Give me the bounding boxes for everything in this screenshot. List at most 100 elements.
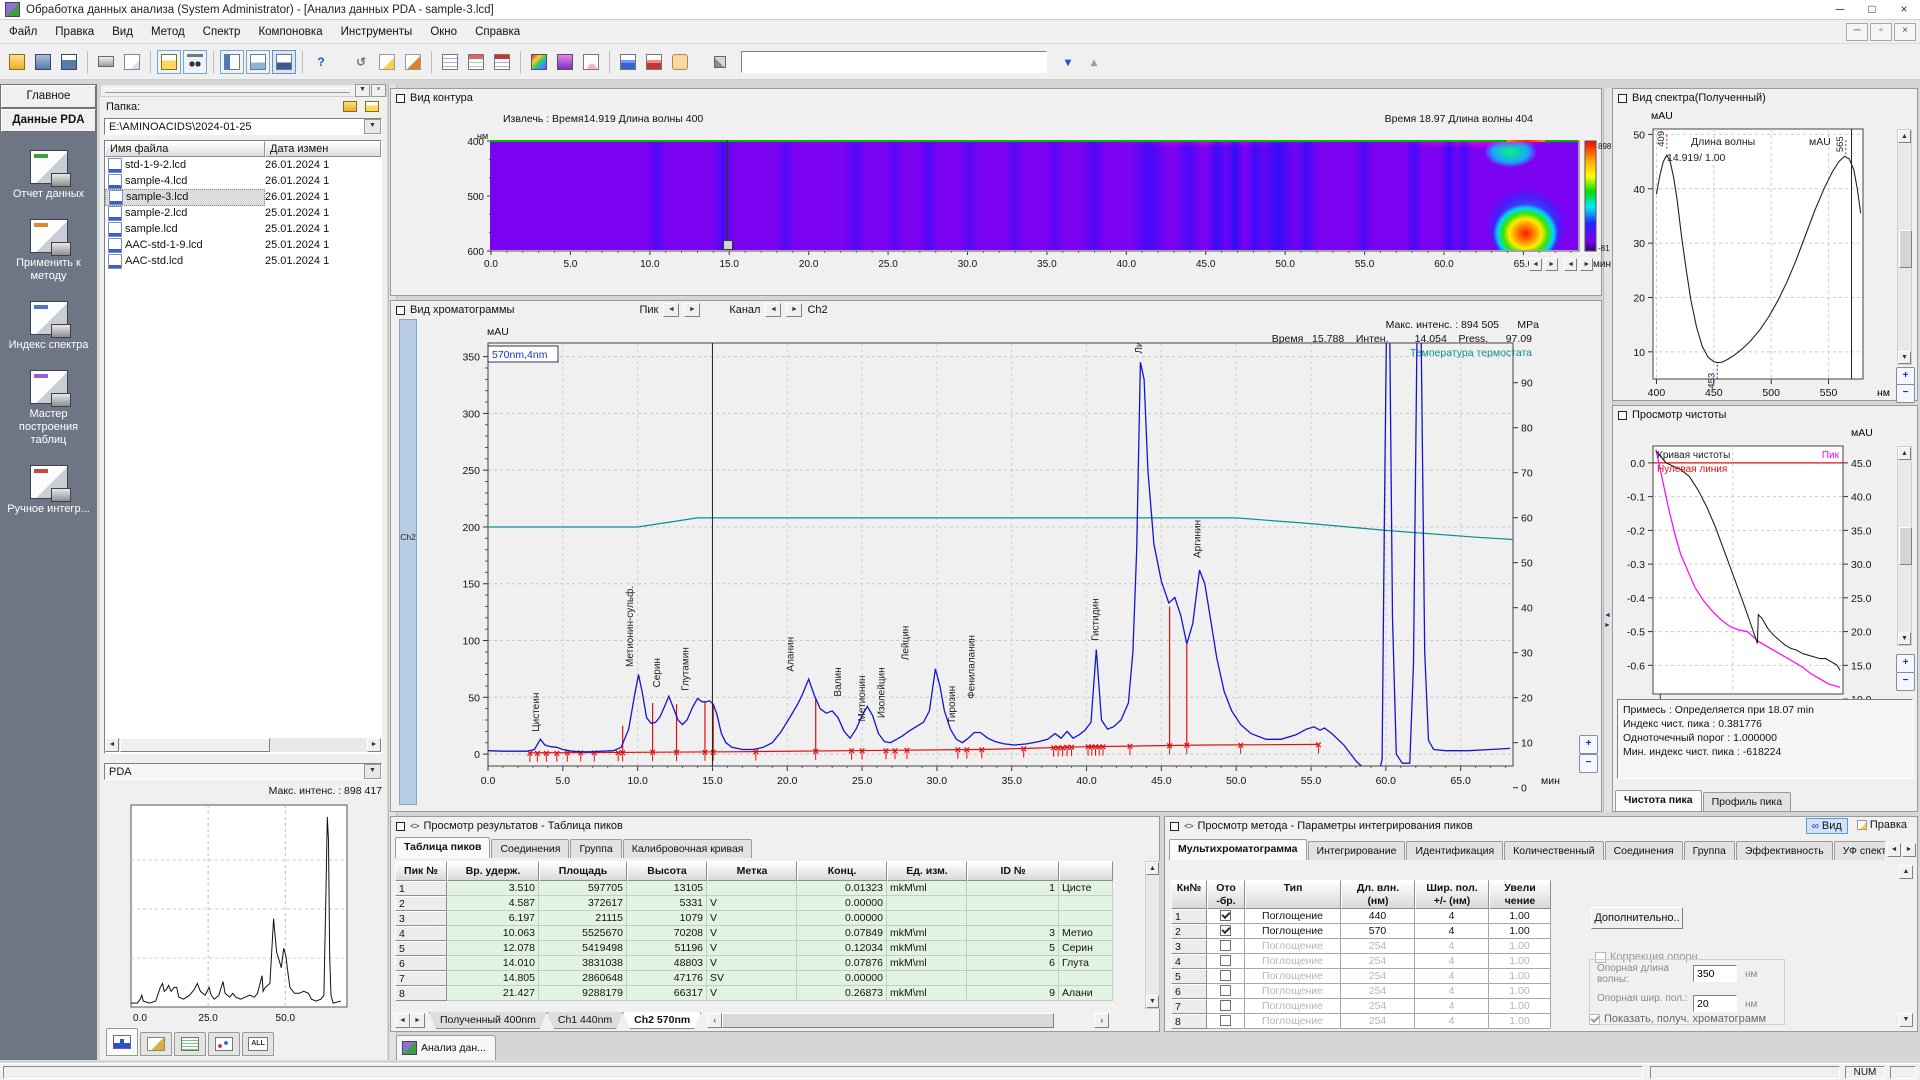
table-row[interactable]: 512.078541949851196V0.12034mkM\ml5Серин <box>395 941 1143 956</box>
table-row[interactable]: 714.805286064847176SV0.00000 <box>395 971 1143 986</box>
mdi-minimize-icon[interactable]: ─ <box>1846 23 1868 41</box>
column-header-name[interactable]: Имя файла <box>105 141 265 157</box>
sidebar-item-apply-to-method[interactable]: Применить к методу <box>0 219 97 283</box>
column-header[interactable]: Увеличение <box>1489 880 1551 909</box>
menu-item-справка[interactable]: Справка <box>466 22 529 42</box>
sheet-tab-ch2-570nm[interactable]: Ch2 570nm <box>623 1012 701 1029</box>
checkbox-icon[interactable] <box>1220 1015 1231 1026</box>
layout-table-icon[interactable] <box>246 50 270 74</box>
scroll-right-icon[interactable]: ► <box>1580 258 1593 271</box>
column-header[interactable]: Площадь <box>539 861 627 881</box>
maximize-icon[interactable]: □ <box>1856 0 1888 19</box>
integration-row[interactable]: 4Поглощение25441.00 <box>1171 954 1551 969</box>
scroll-down-icon[interactable]: ▼ <box>1899 1013 1913 1027</box>
scroll-up-icon[interactable]: ▲ <box>1898 130 1911 143</box>
menu-item-файл[interactable]: Файл <box>0 22 46 42</box>
enable-cell[interactable] <box>1207 999 1245 1014</box>
file-row[interactable]: AAC-std.lcd25.01.2024 1 <box>105 253 381 269</box>
menu-item-метод[interactable]: Метод <box>142 22 194 42</box>
menu-item-вид[interactable]: Вид <box>103 22 142 42</box>
hscroll-left-icon[interactable]: ‹ <box>707 1013 722 1028</box>
panel-square-icon[interactable] <box>1618 94 1627 103</box>
sheet-scroll-left-icon[interactable]: ◄ <box>395 1013 410 1028</box>
table-row[interactable]: 24.5873726175331V0.00000 <box>395 896 1143 911</box>
show-chromatogram-checkbox[interactable]: Показать, получ. хроматограмм <box>1589 1013 1766 1025</box>
file-row[interactable]: sample.lcd25.01.2024 1 <box>105 221 381 237</box>
more-options-button[interactable]: Дополнительно.. <box>1591 907 1683 929</box>
scroll-thumb[interactable] <box>120 738 270 752</box>
list-view-tab[interactable] <box>174 1032 206 1056</box>
filter-down-icon[interactable]: ▾ <box>1056 50 1080 74</box>
checkbox-icon[interactable] <box>1220 985 1231 996</box>
column-header[interactable]: ID № <box>967 861 1059 881</box>
results-tab[interactable]: Калибровочная кривая <box>623 839 753 858</box>
spectrum-compare-icon[interactable] <box>642 50 666 74</box>
contour-cursor-handle[interactable] <box>723 240 733 250</box>
contour-heatmap[interactable] <box>490 140 1578 250</box>
channel-prev-icon[interactable]: ◄ <box>765 303 781 317</box>
view-mode-button[interactable]: ∞ Вид <box>1806 818 1848 834</box>
folder-path-select[interactable]: E:\AMINOACIDS\2024-01-25 ▼ <box>104 118 382 135</box>
contour-tool-icon[interactable] <box>527 50 551 74</box>
column-header[interactable]: Ед. изм. <box>887 861 967 881</box>
purity-tab-active[interactable]: Чистота пика <box>1615 790 1702 811</box>
integration-row[interactable]: 2Поглощение57041.00 <box>1171 924 1551 939</box>
file-row[interactable]: AAC-std-1-9.lcd25.01.2024 1 <box>105 237 381 253</box>
enable-cell[interactable] <box>1207 984 1245 999</box>
table-row[interactable]: 13.510597705131050.01323mkM\ml1Цисте <box>395 881 1143 896</box>
edit-method-icon[interactable] <box>375 50 399 74</box>
scroll-right-icon[interactable]: ► <box>1545 258 1558 271</box>
scroll-down-icon[interactable]: ▼ <box>1898 351 1911 364</box>
integration-row[interactable]: 8Поглощение25441.00 <box>1171 1014 1551 1029</box>
save-report-icon[interactable] <box>57 50 81 74</box>
sheet-tab-полученный-400nm[interactable]: Полученный 400nm <box>429 1012 547 1029</box>
integration-row[interactable]: 6Поглощение25441.00 <box>1171 984 1551 999</box>
export-table-icon[interactable] <box>490 50 514 74</box>
menu-item-спектр[interactable]: Спектр <box>194 22 250 42</box>
column-header[interactable]: Пик № <box>395 861 447 881</box>
method-tab[interactable]: Соединения <box>1605 841 1683 860</box>
column-header-date[interactable]: Дата измен <box>265 141 381 157</box>
column-header[interactable]: Дл. влн.(нм) <box>1341 880 1415 909</box>
enable-cell[interactable] <box>1207 909 1245 924</box>
method-tab[interactable]: Эффективность <box>1736 841 1833 860</box>
panel-square-icon[interactable] <box>1170 822 1179 831</box>
checkbox-checked-icon[interactable] <box>1220 910 1231 921</box>
gaussian-tool-icon[interactable] <box>579 50 603 74</box>
column-header[interactable]: Высота <box>627 861 707 881</box>
close-icon[interactable]: × <box>1888 0 1920 19</box>
mdi-close-icon[interactable]: × <box>1894 23 1916 41</box>
results-tab[interactable]: Группа <box>570 839 621 858</box>
column-header[interactable]: Вр. удерж. <box>447 861 539 881</box>
layout-bottom-icon[interactable] <box>272 50 296 74</box>
sidebar-item-manual-integration[interactable]: Ручное интегр... <box>0 465 97 516</box>
copy-table-icon[interactable] <box>438 50 462 74</box>
panel-square-icon[interactable] <box>396 94 405 103</box>
search-icon[interactable] <box>183 50 207 74</box>
file-row[interactable]: sample-4.lcd26.01.2024 1 <box>105 173 381 189</box>
folder-up-icon[interactable] <box>362 99 382 114</box>
scroll-down-icon[interactable]: ▼ <box>1898 632 1911 645</box>
method-tab[interactable]: Мультихроматограмма <box>1169 839 1307 860</box>
minimize-icon[interactable]: ─ <box>1824 0 1856 19</box>
tabs-scroll-right-icon[interactable]: ► <box>1902 843 1916 857</box>
file-row[interactable]: sample-3.lcd26.01.2024 1 <box>105 189 381 205</box>
spectrum-chart[interactable]: 5040302010400450500550нммАUДлина волнымА… <box>1613 105 1897 402</box>
checkbox-checked-icon[interactable] <box>1589 1014 1600 1025</box>
checkbox-icon[interactable] <box>1220 940 1231 951</box>
checkbox-icon[interactable] <box>1220 1000 1231 1011</box>
zoom-out-icon[interactable]: − <box>1579 754 1598 773</box>
chevron-down-icon[interactable]: ▼ <box>364 764 381 779</box>
method-tab[interactable]: Количественный <box>1504 841 1603 860</box>
sidebar-tab-главное[interactable]: Главное <box>1 85 96 108</box>
purity-scrollbar[interactable]: ▲ ▼ <box>1897 446 1912 646</box>
sheet-tab-ch1-440nm[interactable]: Ch1 440nm <box>547 1012 623 1029</box>
sidebar-tab-данные-pda[interactable]: Данные PDA <box>1 109 96 132</box>
method-tab[interactable]: УФ спектр <box>1834 841 1885 860</box>
column-header[interactable]: Тип <box>1245 880 1341 909</box>
channel-next-icon[interactable]: ► <box>786 303 802 317</box>
results-tab[interactable]: Соединения <box>491 839 569 858</box>
integration-row[interactable]: 7Поглощение25441.00 <box>1171 999 1551 1014</box>
dock-collapse-icon[interactable]: ▼ <box>355 84 370 97</box>
collapse-right-icon[interactable]: ► <box>1604 622 1611 630</box>
